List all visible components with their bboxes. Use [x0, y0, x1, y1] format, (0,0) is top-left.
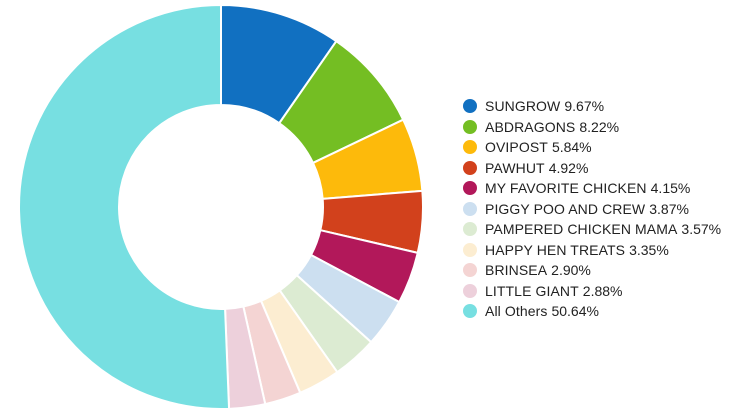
legend-item-sungrow: SUNGROW 9.67% [463, 96, 721, 117]
legend-label-pawhut: PAWHUT [485, 159, 545, 176]
legend-label-brinsea: BRINSEA [485, 262, 548, 279]
legend-label-piggy-poo-and-crew: PIGGY POO AND CREW [485, 200, 646, 217]
legend-item-pawhut: PAWHUT 4.92% [463, 158, 721, 179]
legend-item-pampered-chicken-mama: PAMPERED CHICKEN MAMA 3.57% [463, 219, 721, 240]
legend-value-ovipost: 5.84% [551, 139, 592, 156]
donut-slices [18, 4, 424, 409]
legend-value-sungrow: 9.67% [564, 98, 605, 115]
legend-item-my-favorite-chicken: MY FAVORITE CHICKEN 4.15% [463, 178, 721, 199]
chart-legend: SUNGROW 9.67% ABDRAGONS 8.22% OVIPOST 5.84% PA… [463, 96, 721, 322]
legend-value-abdragons: 8.22% [579, 118, 620, 135]
legend-swatch-brinsea [463, 263, 477, 278]
legend-value-pampered-chicken-mama: 3.57% [681, 221, 722, 238]
legend-label-abdragons: ABDRAGONS [485, 118, 576, 135]
legend-value-happy-hen-treats: 3.35% [629, 241, 669, 258]
legend-value-piggy-poo-and-crew: 3.87% [649, 200, 689, 217]
legend-swatch-pawhut [463, 160, 477, 175]
legend-item-happy-hen-treats: HAPPY HEN TREATS 3.35% [463, 240, 721, 261]
legend-item-all-others: All Others 50.64% [463, 301, 721, 322]
legend-item-ovipost: OVIPOST 5.84% [463, 137, 721, 158]
legend-swatch-my-favorite-chicken [463, 181, 477, 196]
legend-swatch-all-others [463, 304, 477, 319]
legend-value-brinsea: 2.90% [551, 262, 591, 279]
legend-value-pawhut: 4.92% [548, 159, 589, 176]
legend-value-my-favorite-chicken: 4.15% [650, 180, 691, 197]
legend-label-pampered-chicken-mama: PAMPERED CHICKEN MAMA [485, 221, 678, 238]
legend-swatch-little-giant [463, 283, 477, 298]
legend-swatch-happy-hen-treats [463, 242, 477, 257]
legend-item-little-giant: LITTLE GIANT 2.88% [463, 281, 721, 302]
slice-all-others [18, 4, 231, 409]
legend-label-ovipost: OVIPOST [485, 139, 548, 156]
legend-item-piggy-poo-and-crew: PIGGY POO AND CREW 3.87% [463, 199, 721, 220]
legend-item-abdragons: ABDRAGONS 8.22% [463, 117, 721, 138]
legend-label-little-giant: LITTLE GIANT [485, 282, 579, 299]
legend-swatch-ovipost [463, 140, 477, 155]
legend-value-little-giant: 2.88% [582, 282, 623, 299]
legend-swatch-sungrow [463, 99, 477, 114]
legend-label-sungrow: SUNGROW [485, 98, 561, 115]
legend-label-all-others: All Others [485, 303, 548, 320]
legend-swatch-pampered-chicken-mama [463, 222, 477, 237]
legend-label-my-favorite-chicken: MY FAVORITE CHICKEN [485, 180, 647, 197]
legend-swatch-abdragons [463, 119, 477, 134]
legend-value-all-others: 50.64% [551, 303, 599, 320]
legend-label-happy-hen-treats: HAPPY HEN TREATS [485, 241, 626, 258]
legend-item-brinsea: BRINSEA 2.90% [463, 260, 721, 281]
legend-swatch-piggy-poo-and-crew [463, 201, 477, 216]
